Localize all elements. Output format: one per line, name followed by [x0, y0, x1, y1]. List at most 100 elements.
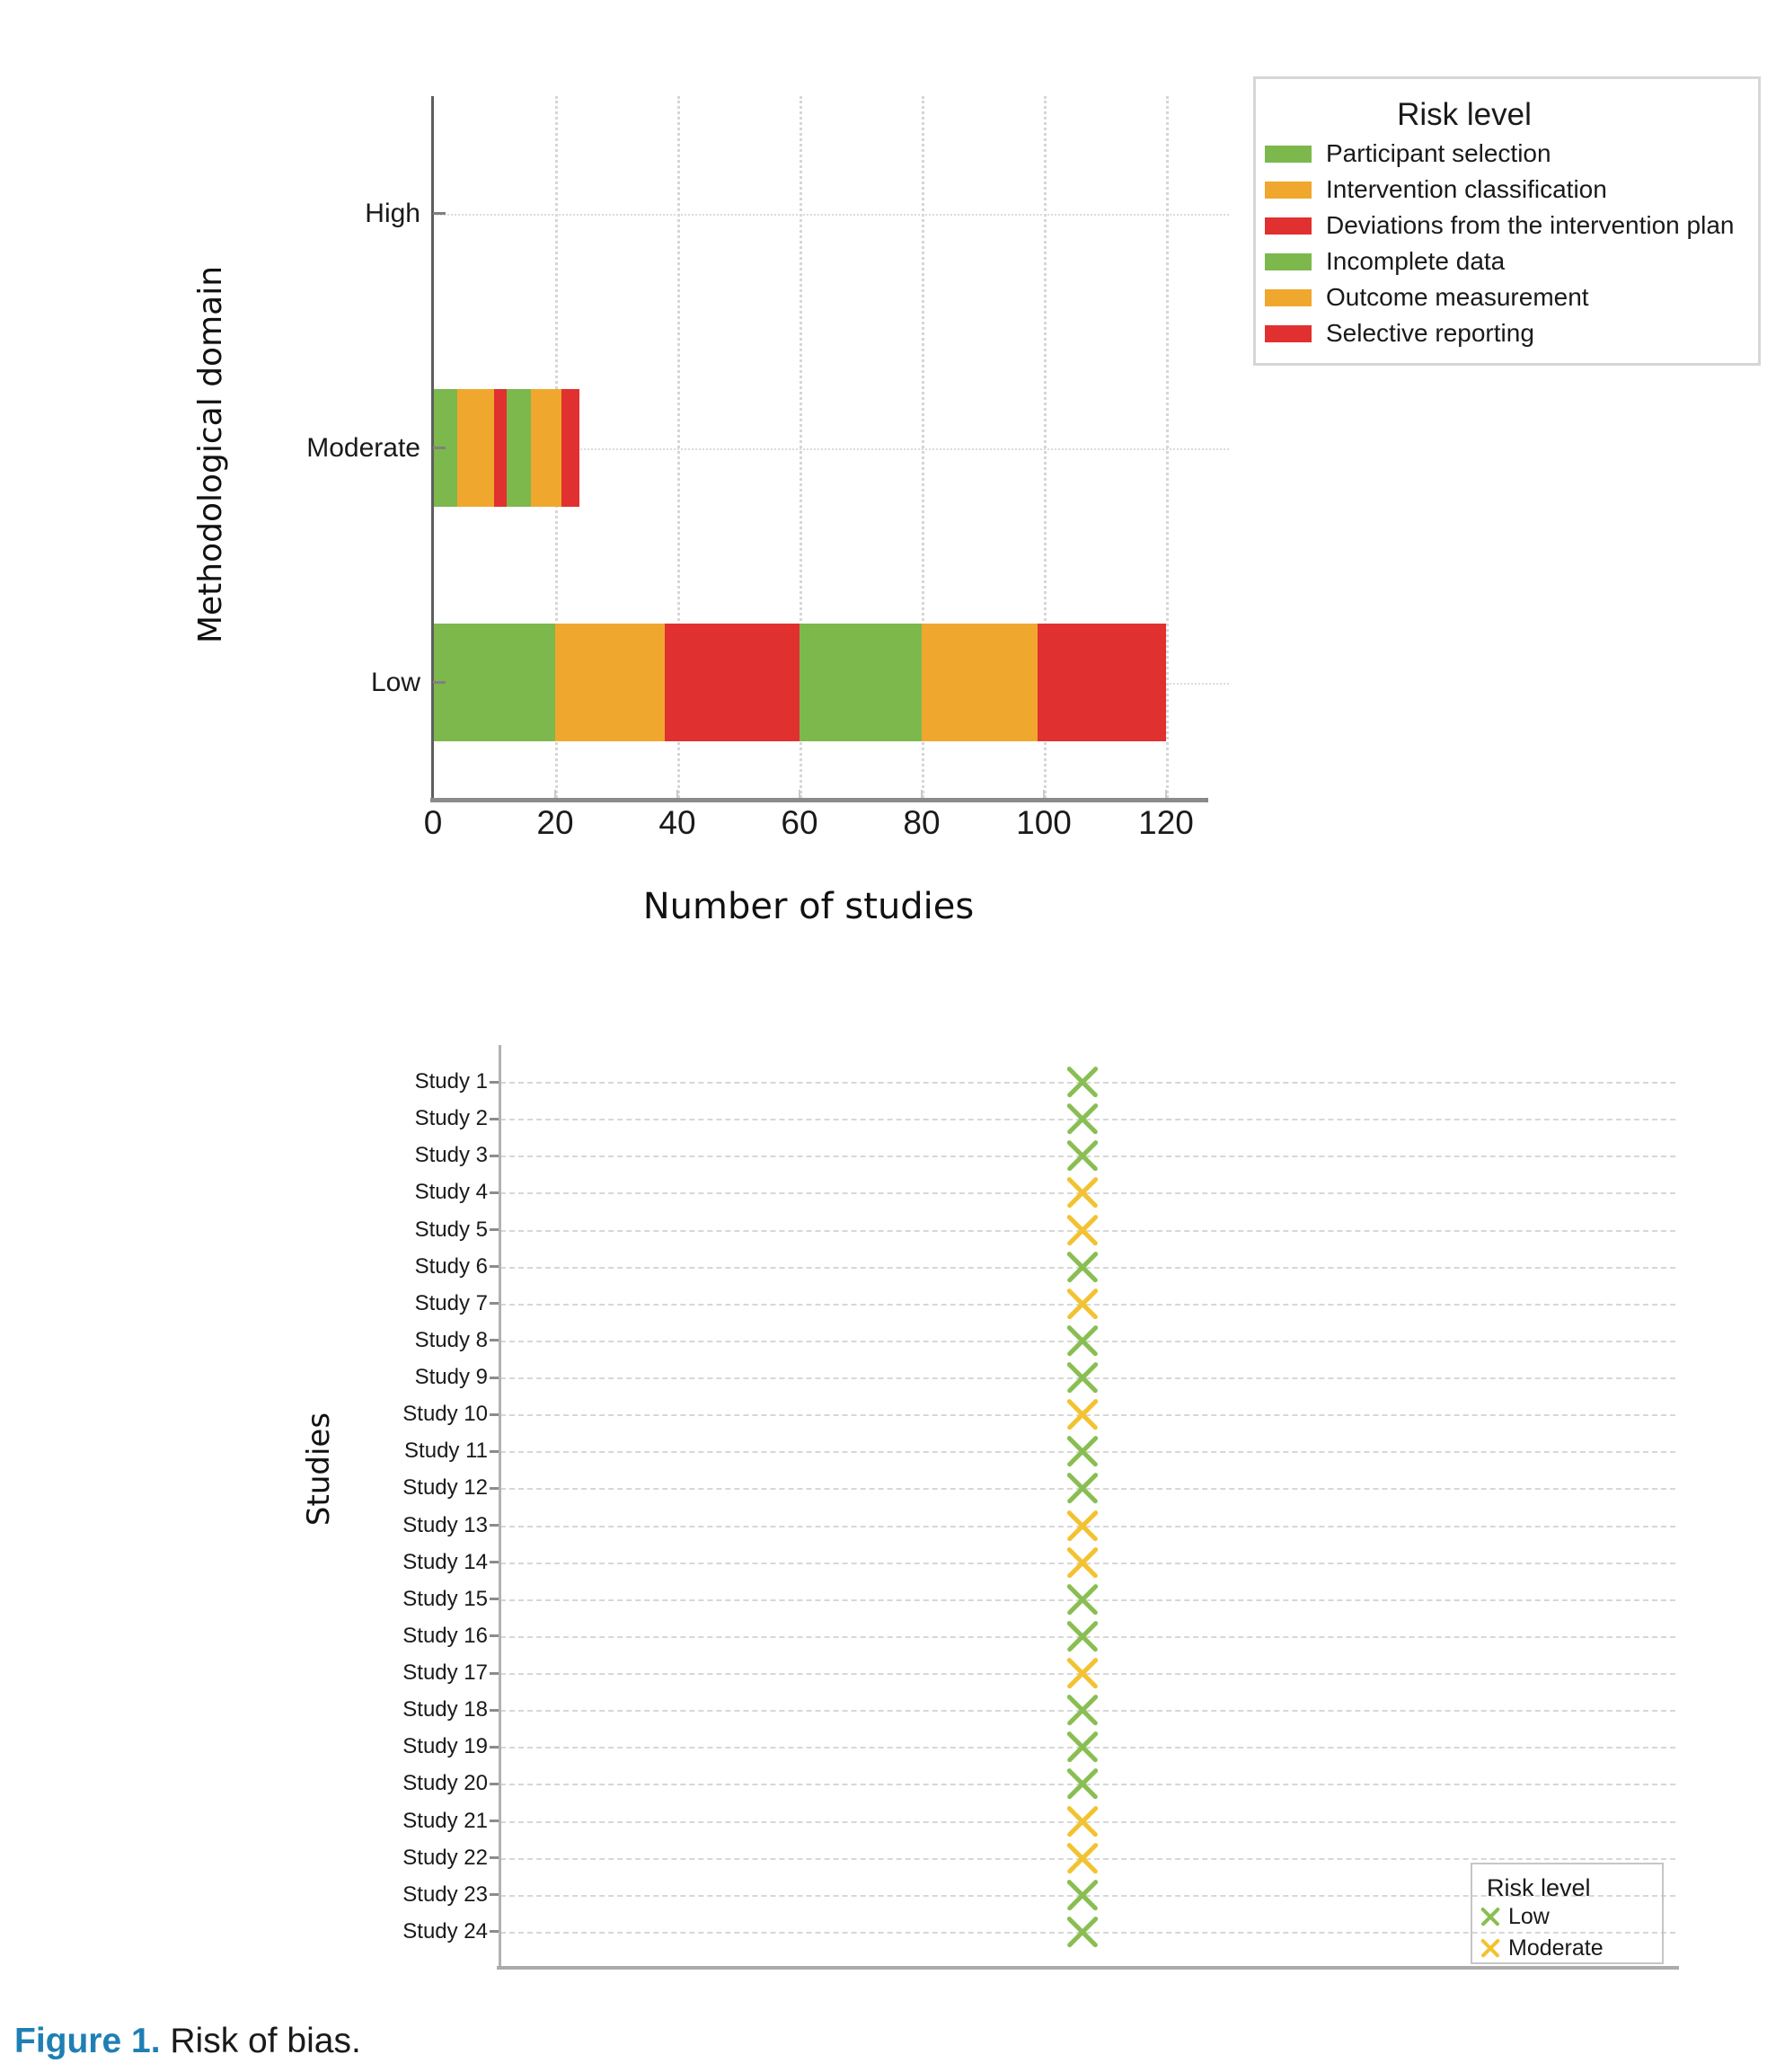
x-tick-mark	[798, 790, 801, 798]
x-marker-study-23-low	[1066, 1879, 1099, 1911]
grid-line-row-24	[500, 1931, 1675, 1934]
y-tick-mark	[490, 1412, 500, 1416]
legend-entry-label-4: Incomplete data	[1326, 247, 1506, 275]
y-tick-mark	[490, 1598, 500, 1601]
y-tick-label-study-24: Study 24	[402, 1918, 488, 1944]
y-tick-mark	[490, 1708, 500, 1712]
y-tick-mark	[433, 681, 446, 684]
y-tick-label-study-18: Study 18	[402, 1697, 488, 1722]
x-tick-label-80: 80	[903, 804, 941, 841]
grid-line-x-100	[1044, 96, 1047, 798]
x-marker-study-12-low	[1066, 1472, 1099, 1505]
x-marker-study-18-low	[1066, 1694, 1099, 1727]
y-axis-line	[431, 96, 434, 798]
grid-line-row-13	[500, 1525, 1675, 1527]
y-tick-label-low: Low	[370, 667, 420, 697]
y-tick-mark	[490, 1524, 500, 1527]
grid-line-row-14	[500, 1562, 1675, 1564]
scatter-plot-area: Study 1 Study 2 Study 3 Study 4 Study 5 Study…	[402, 1045, 1679, 1970]
x-marker-study-2-low	[1066, 1102, 1099, 1135]
scatter-legend: Risk level Low Moderate	[1471, 1863, 1664, 1964]
grid-line-row-10	[500, 1414, 1675, 1417]
legend-swatch-5	[1265, 288, 1312, 306]
grid-line-row-1	[500, 1082, 1675, 1084]
y-tick-label-study-10: Study 10	[402, 1402, 488, 1427]
y-tick-mark	[490, 1154, 500, 1157]
grid-line-row-15	[500, 1598, 1675, 1601]
y-tick-label-study-16: Study 16	[402, 1623, 488, 1648]
legend-title: Risk level	[1487, 1874, 1591, 1901]
legend-title: Risk level	[1397, 97, 1532, 132]
legend-entry-label-low: Low	[1508, 1904, 1550, 1929]
legend-swatch-3	[1265, 217, 1312, 235]
legend-marker-moderate	[1480, 1937, 1501, 1959]
bar-segment-moderate	[530, 389, 561, 507]
grid-line-x-80	[922, 96, 924, 798]
y-tick-mark	[490, 1671, 500, 1675]
grid-line-row-11	[500, 1451, 1675, 1454]
y-tick-mark	[490, 1486, 500, 1490]
legend-entry-label-moderate: Moderate	[1508, 1935, 1604, 1961]
x-marker-study-24-low	[1066, 1916, 1099, 1948]
x-tick-mark	[553, 790, 557, 798]
grid-line-row-19	[500, 1747, 1675, 1749]
y-tick-mark	[490, 1080, 500, 1084]
grid-line-row-22	[500, 1857, 1675, 1860]
legend-swatch-6	[1265, 324, 1312, 342]
y-tick-label-study-8: Study 8	[414, 1327, 488, 1352]
grid-line-x-40	[677, 96, 680, 798]
bar-segment-moderate	[506, 389, 531, 507]
y-tick-mark	[490, 1745, 500, 1749]
x-tick-mark	[1042, 790, 1046, 798]
caption-text: Risk of bias.	[170, 2022, 361, 2060]
y-tick-label-study-14: Study 14	[402, 1549, 488, 1574]
y-tick-mark	[490, 1561, 500, 1564]
grid-line-row-6	[500, 1266, 1675, 1269]
bar-legend: Risk level Participant selection Interven…	[1253, 76, 1761, 366]
x-marker-study-8-low	[1066, 1324, 1099, 1357]
y-tick-mark	[490, 1339, 500, 1342]
y-tick-label-high: High	[365, 198, 420, 228]
grid-line-row-23	[500, 1894, 1675, 1897]
legend-entry-label-5: Outcome measurement	[1326, 283, 1589, 311]
grid-line-row-18	[500, 1710, 1675, 1713]
y-tick-label-study-2: Study 2	[414, 1106, 488, 1131]
x-marker-study-16-low	[1066, 1620, 1099, 1652]
bar-segment-moderate	[457, 389, 494, 507]
x-marker-study-20-low	[1066, 1767, 1099, 1801]
x-marker-study-21-moderate	[1066, 1804, 1099, 1837]
grid-line-row-17	[500, 1673, 1675, 1676]
x-marker-study-1-low	[1066, 1066, 1099, 1098]
y-tick-mark	[490, 1376, 500, 1379]
x-marker-study-15-low	[1066, 1582, 1099, 1616]
y-tick-label-study-17: Study 17	[402, 1660, 488, 1686]
y-tick-label-study-19: Study 19	[402, 1734, 488, 1759]
grid-line-y-high	[433, 213, 1229, 216]
y-tick-label-study-20: Study 20	[402, 1771, 488, 1796]
y-tick-mark	[433, 212, 446, 215]
y-tick-mark	[490, 1634, 500, 1638]
y-tick-mark	[490, 1856, 500, 1860]
grid-line-y-moderate	[433, 447, 1229, 450]
x-marker-study-10-moderate	[1066, 1398, 1099, 1431]
bar-segment-moderate	[561, 389, 580, 507]
x-tick-label-0: 0	[423, 804, 443, 841]
x-marker-study-17-moderate	[1066, 1657, 1099, 1689]
legend-entry-label-3: Deviations from the intervention plan	[1326, 211, 1735, 239]
y-tick-label-study-13: Study 13	[402, 1512, 488, 1537]
figure-caption: Figure 1. Risk of bias.	[14, 2020, 361, 2063]
x-marker-study-14-moderate	[1066, 1545, 1099, 1579]
y-tick-label-study-12: Study 12	[402, 1475, 488, 1501]
x-marker-study-13-moderate	[1066, 1509, 1099, 1542]
bar-segment-low	[555, 624, 666, 741]
x-marker-study-11-low	[1066, 1435, 1099, 1468]
x-tick-label-40: 40	[658, 804, 696, 841]
x-marker-study-9-low	[1066, 1361, 1099, 1394]
grid-line-row-9	[500, 1377, 1675, 1380]
grid-line-row-20	[500, 1784, 1675, 1786]
y-tick-label-study-4: Study 4	[414, 1180, 488, 1205]
y-tick-label-study-6: Study 6	[414, 1253, 488, 1279]
grid-line-row-2	[500, 1119, 1675, 1121]
y-tick-label-study-21: Study 21	[402, 1808, 488, 1833]
grid-line-row-4	[500, 1192, 1675, 1195]
